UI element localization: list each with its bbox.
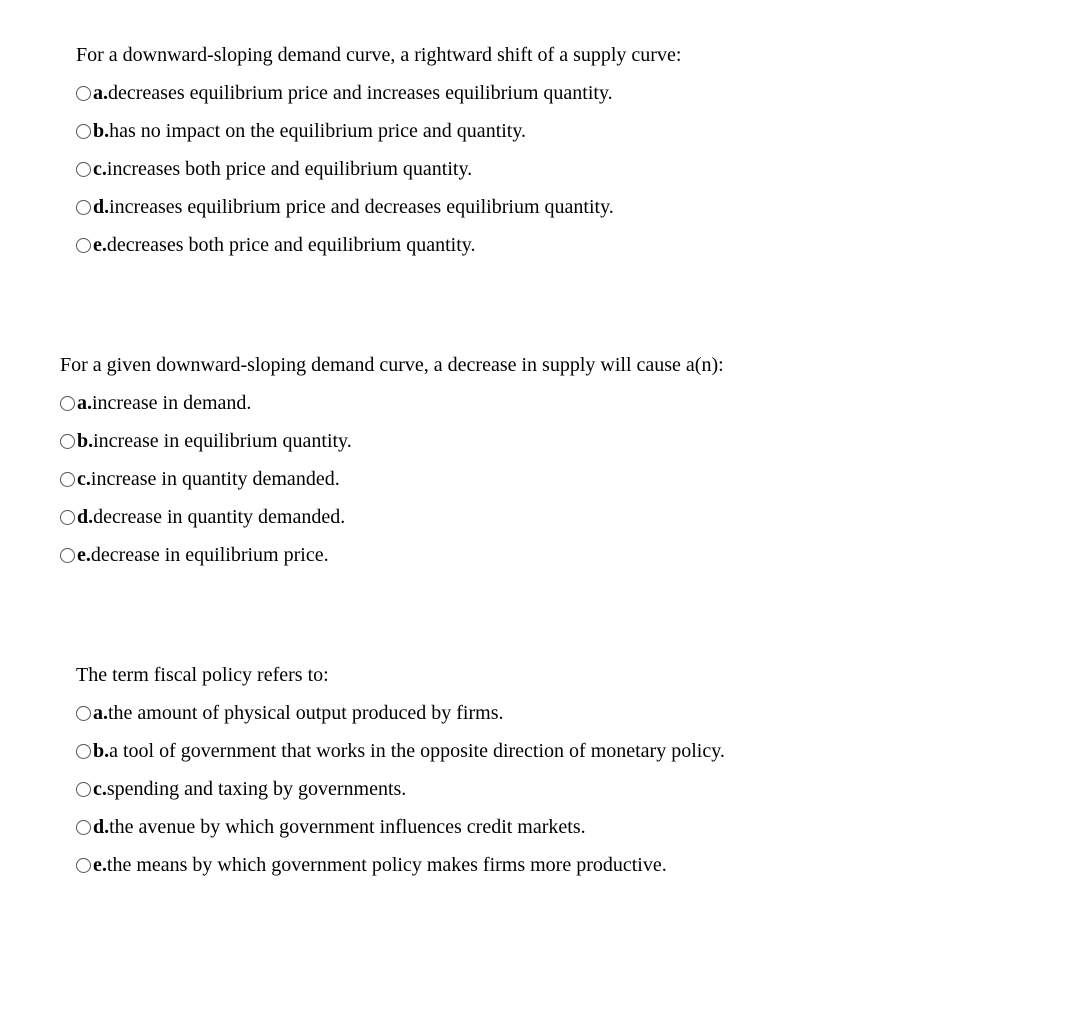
questions-container: For a downward-sloping demand curve, a r…: [60, 40, 1020, 880]
question-block: The term fiscal policy refers to: a. the …: [60, 660, 1020, 880]
radio-icon[interactable]: [60, 548, 75, 563]
option-letter: c.: [93, 154, 107, 184]
option-row[interactable]: b. a tool of government that works in th…: [76, 736, 1020, 766]
radio-icon[interactable]: [76, 200, 91, 215]
option-row[interactable]: a. increase in demand.: [60, 388, 1020, 418]
option-letter: b.: [77, 426, 93, 456]
option-letter: d.: [77, 502, 93, 532]
radio-icon[interactable]: [76, 162, 91, 177]
radio-icon[interactable]: [76, 706, 91, 721]
radio-icon[interactable]: [76, 820, 91, 835]
option-text: increases both price and equilibrium qua…: [107, 154, 472, 184]
option-text: a tool of government that works in the o…: [109, 736, 725, 766]
option-text: decrease in equilibrium price.: [91, 540, 329, 570]
option-text: decreases equilibrium price and increase…: [108, 78, 613, 108]
question-block: For a given downward-sloping demand curv…: [60, 350, 1020, 570]
radio-icon[interactable]: [76, 124, 91, 139]
question-text: For a downward-sloping demand curve, a r…: [76, 40, 1020, 70]
option-row[interactable]: c. increases both price and equilibrium …: [76, 154, 1020, 184]
radio-icon[interactable]: [76, 238, 91, 253]
radio-icon[interactable]: [60, 434, 75, 449]
option-letter: a.: [93, 78, 108, 108]
option-text: increase in quantity demanded.: [91, 464, 340, 494]
option-letter: b.: [93, 736, 109, 766]
option-letter: a.: [93, 698, 108, 728]
option-letter: b.: [93, 116, 109, 146]
option-row[interactable]: c. increase in quantity demanded.: [60, 464, 1020, 494]
radio-icon[interactable]: [76, 86, 91, 101]
radio-icon[interactable]: [76, 744, 91, 759]
option-text: has no impact on the equilibrium price a…: [109, 116, 526, 146]
radio-icon[interactable]: [60, 510, 75, 525]
option-row[interactable]: b. has no impact on the equilibrium pric…: [76, 116, 1020, 146]
option-row[interactable]: b. increase in equilibrium quantity.: [60, 426, 1020, 456]
option-text: the means by which government policy mak…: [107, 850, 667, 880]
option-letter: e.: [93, 850, 107, 880]
option-row[interactable]: e. the means by which government policy …: [76, 850, 1020, 880]
option-text: the avenue by which government influence…: [109, 812, 586, 842]
option-row[interactable]: a. the amount of physical output produce…: [76, 698, 1020, 728]
option-letter: e.: [93, 230, 107, 260]
option-text: decreases both price and equilibrium qua…: [107, 230, 476, 260]
radio-icon[interactable]: [76, 782, 91, 797]
option-row[interactable]: d. decrease in quantity demanded.: [60, 502, 1020, 532]
option-letter: c.: [93, 774, 107, 804]
option-text: increase in demand.: [92, 388, 251, 418]
option-text: increases equilibrium price and decrease…: [109, 192, 614, 222]
option-text: increase in equilibrium quantity.: [93, 426, 352, 456]
option-text: spending and taxing by governments.: [107, 774, 406, 804]
option-text: decrease in quantity demanded.: [93, 502, 345, 532]
option-letter: e.: [77, 540, 91, 570]
option-letter: c.: [77, 464, 91, 494]
option-row[interactable]: c. spending and taxing by governments.: [76, 774, 1020, 804]
radio-icon[interactable]: [60, 472, 75, 487]
option-row[interactable]: a. decreases equilibrium price and incre…: [76, 78, 1020, 108]
option-text: the amount of physical output produced b…: [108, 698, 503, 728]
option-letter: a.: [77, 388, 92, 418]
option-row[interactable]: e. decreases both price and equilibrium …: [76, 230, 1020, 260]
option-row[interactable]: d. the avenue by which government influe…: [76, 812, 1020, 842]
option-letter: d.: [93, 812, 109, 842]
question-text: The term fiscal policy refers to:: [76, 660, 1020, 690]
option-row[interactable]: d. increases equilibrium price and decre…: [76, 192, 1020, 222]
question-text: For a given downward-sloping demand curv…: [60, 350, 1020, 380]
option-row[interactable]: e. decrease in equilibrium price.: [60, 540, 1020, 570]
radio-icon[interactable]: [76, 858, 91, 873]
question-block: For a downward-sloping demand curve, a r…: [60, 40, 1020, 260]
radio-icon[interactable]: [60, 396, 75, 411]
option-letter: d.: [93, 192, 109, 222]
